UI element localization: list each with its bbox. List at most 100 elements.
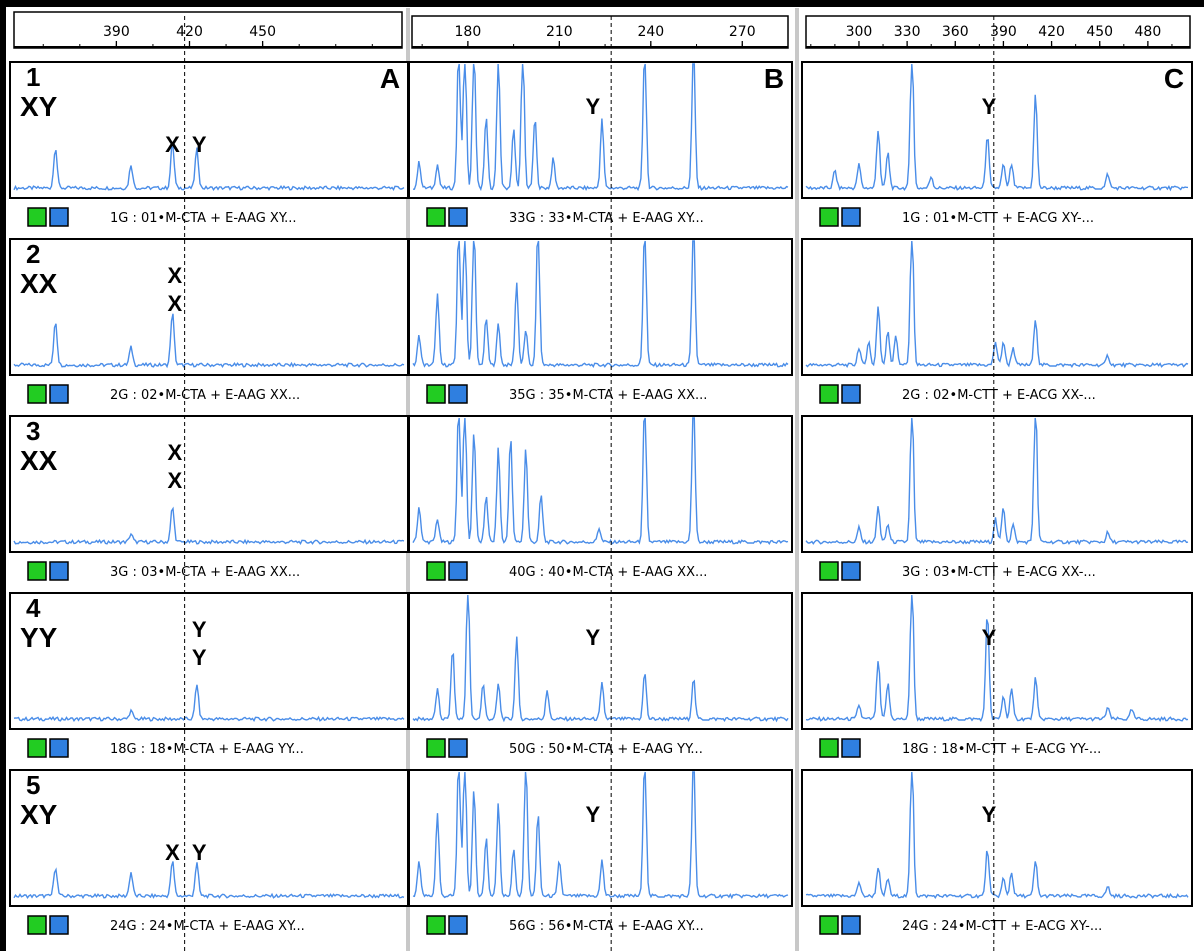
trace-plot-frame bbox=[9, 61, 409, 199]
trace-line bbox=[805, 417, 1189, 546]
trace-row: Y 56G : 56•M-CTA + E-AAG XY... bbox=[408, 769, 793, 935]
trace-plot-frame bbox=[408, 592, 793, 730]
sample-number: 3 bbox=[26, 416, 40, 446]
trace-line bbox=[13, 684, 405, 722]
green-swatch-icon bbox=[27, 207, 47, 227]
peak-label: Y bbox=[192, 617, 207, 642]
blue-swatch-icon bbox=[841, 207, 861, 227]
green-swatch-icon bbox=[426, 207, 446, 227]
trace-caption: 24G : 24•M-CTA + E-AAG XY... bbox=[110, 919, 305, 934]
tick-label: 390 bbox=[103, 24, 130, 40]
peak-label: Y bbox=[982, 94, 997, 119]
trace-row: 40G : 40•M-CTA + E-AAG XX... bbox=[408, 415, 793, 581]
trace-row: 2G : 02•M-CTT + E-ACG XX-... bbox=[801, 238, 1193, 404]
peak-label: X bbox=[165, 132, 180, 157]
trace-row: C Y 1G : 01•M-CTT + E-ACG XY-... bbox=[801, 61, 1193, 227]
axis-ruler bbox=[13, 11, 403, 49]
trace-caption: 24G : 24•M-CTT + E-ACG XY-... bbox=[902, 919, 1102, 934]
trace-caption: 56G : 56•M-CTA + E-AAG XY... bbox=[509, 919, 704, 934]
trace-row: Y 18G : 18•M-CTT + E-ACG YY-... bbox=[801, 592, 1193, 758]
trace-caption: 2G : 02•M-CTT + E-ACG XX-... bbox=[902, 388, 1096, 403]
green-swatch-icon bbox=[819, 384, 839, 404]
trace-caption: 3G : 03•M-CTT + E-ACG XX-... bbox=[902, 565, 1096, 580]
peak-label: X bbox=[168, 263, 183, 288]
panel-b: 180 210 240 270 B Y 33G : 33•M-CTA + E-AAG XY.… bbox=[408, 8, 799, 951]
trace-line bbox=[13, 313, 405, 369]
trace-plot-frame bbox=[9, 592, 409, 730]
tick-label: 210 bbox=[546, 24, 573, 40]
panel-label: A bbox=[380, 63, 400, 94]
genotype-label: XX bbox=[20, 268, 58, 299]
trace-row: 35G : 35•M-CTA + E-AAG XX... bbox=[408, 238, 793, 404]
trace-line bbox=[412, 240, 789, 369]
trace-plot-frame bbox=[801, 592, 1193, 730]
trace-row: Y 24G : 24•M-CTT + E-ACG XY-... bbox=[801, 769, 1193, 935]
trace-line bbox=[805, 594, 1189, 723]
peak-label: Y bbox=[192, 132, 207, 157]
trace-caption: 1G : 01•M-CTT + E-ACG XY-... bbox=[902, 211, 1094, 226]
trace-line bbox=[412, 771, 789, 900]
tick-label: 360 bbox=[942, 24, 969, 40]
trace-caption: 18G : 18•M-CTA + E-AAG YY... bbox=[110, 742, 304, 757]
panel-label: C bbox=[1164, 63, 1184, 94]
trace-plot-frame bbox=[9, 415, 409, 553]
sample-number: 2 bbox=[26, 239, 40, 269]
trace-row: B Y 33G : 33•M-CTA + E-AAG XY... bbox=[408, 61, 793, 227]
tick-label: 420 bbox=[176, 24, 203, 40]
trace-plot-frame bbox=[9, 238, 409, 376]
green-swatch-icon bbox=[819, 738, 839, 758]
peak-label: Y bbox=[192, 840, 207, 865]
green-swatch-icon bbox=[27, 384, 47, 404]
axis-ruler bbox=[411, 15, 789, 49]
peak-label: X bbox=[165, 840, 180, 865]
trace-line bbox=[805, 63, 1189, 192]
blue-swatch-icon bbox=[49, 561, 69, 581]
trace-caption: 1G : 01•M-CTA + E-AAG XY... bbox=[110, 211, 297, 226]
blue-swatch-icon bbox=[448, 915, 468, 935]
peak-label: Y bbox=[982, 625, 997, 650]
panel-label: B bbox=[764, 63, 784, 94]
trace-caption: 50G : 50•M-CTA + E-AAG YY... bbox=[509, 742, 703, 757]
tick-label: 270 bbox=[729, 24, 756, 40]
trace-caption: 3G : 03•M-CTA + E-AAG XX... bbox=[110, 565, 300, 580]
sample-number: 4 bbox=[26, 593, 41, 623]
tick-label: 300 bbox=[846, 24, 873, 40]
green-swatch-icon bbox=[27, 561, 47, 581]
blue-swatch-icon bbox=[841, 738, 861, 758]
axis-ruler bbox=[805, 15, 1191, 49]
trace-caption: 2G : 02•M-CTA + E-AAG XX... bbox=[110, 388, 300, 403]
peak-label: X bbox=[168, 468, 183, 493]
trace-line bbox=[805, 771, 1189, 900]
genotype-label: YY bbox=[20, 622, 58, 653]
tick-label: 330 bbox=[894, 24, 921, 40]
blue-swatch-icon bbox=[49, 207, 69, 227]
sample-number: 5 bbox=[26, 770, 40, 800]
trace-caption: 35G : 35•M-CTA + E-AAG XX... bbox=[509, 388, 707, 403]
peak-label: Y bbox=[982, 802, 997, 827]
panel-separator bbox=[795, 8, 799, 951]
green-swatch-icon bbox=[426, 738, 446, 758]
blue-swatch-icon bbox=[448, 561, 468, 581]
trace-line bbox=[412, 417, 789, 546]
genotype-label: XY bbox=[20, 91, 58, 122]
peak-label: Y bbox=[586, 625, 601, 650]
trace-caption: 40G : 40•M-CTA + E-AAG XX... bbox=[509, 565, 707, 580]
blue-swatch-icon bbox=[448, 207, 468, 227]
trace-line bbox=[13, 144, 405, 192]
genotype-label: XY bbox=[20, 799, 58, 830]
sample-number: 1 bbox=[26, 62, 40, 92]
trace-plot-frame bbox=[801, 61, 1193, 199]
tick-label: 390 bbox=[990, 24, 1017, 40]
blue-swatch-icon bbox=[49, 384, 69, 404]
peak-label: Y bbox=[192, 645, 207, 670]
trace-plot-frame bbox=[801, 769, 1193, 907]
green-swatch-icon bbox=[426, 561, 446, 581]
blue-swatch-icon bbox=[841, 561, 861, 581]
tick-label: 420 bbox=[1038, 24, 1065, 40]
trace-row: Y 50G : 50•M-CTA + E-AAG YY... bbox=[408, 592, 793, 758]
tick-label: 450 bbox=[249, 24, 276, 40]
trace-line bbox=[13, 506, 405, 545]
trace-line bbox=[13, 861, 405, 900]
